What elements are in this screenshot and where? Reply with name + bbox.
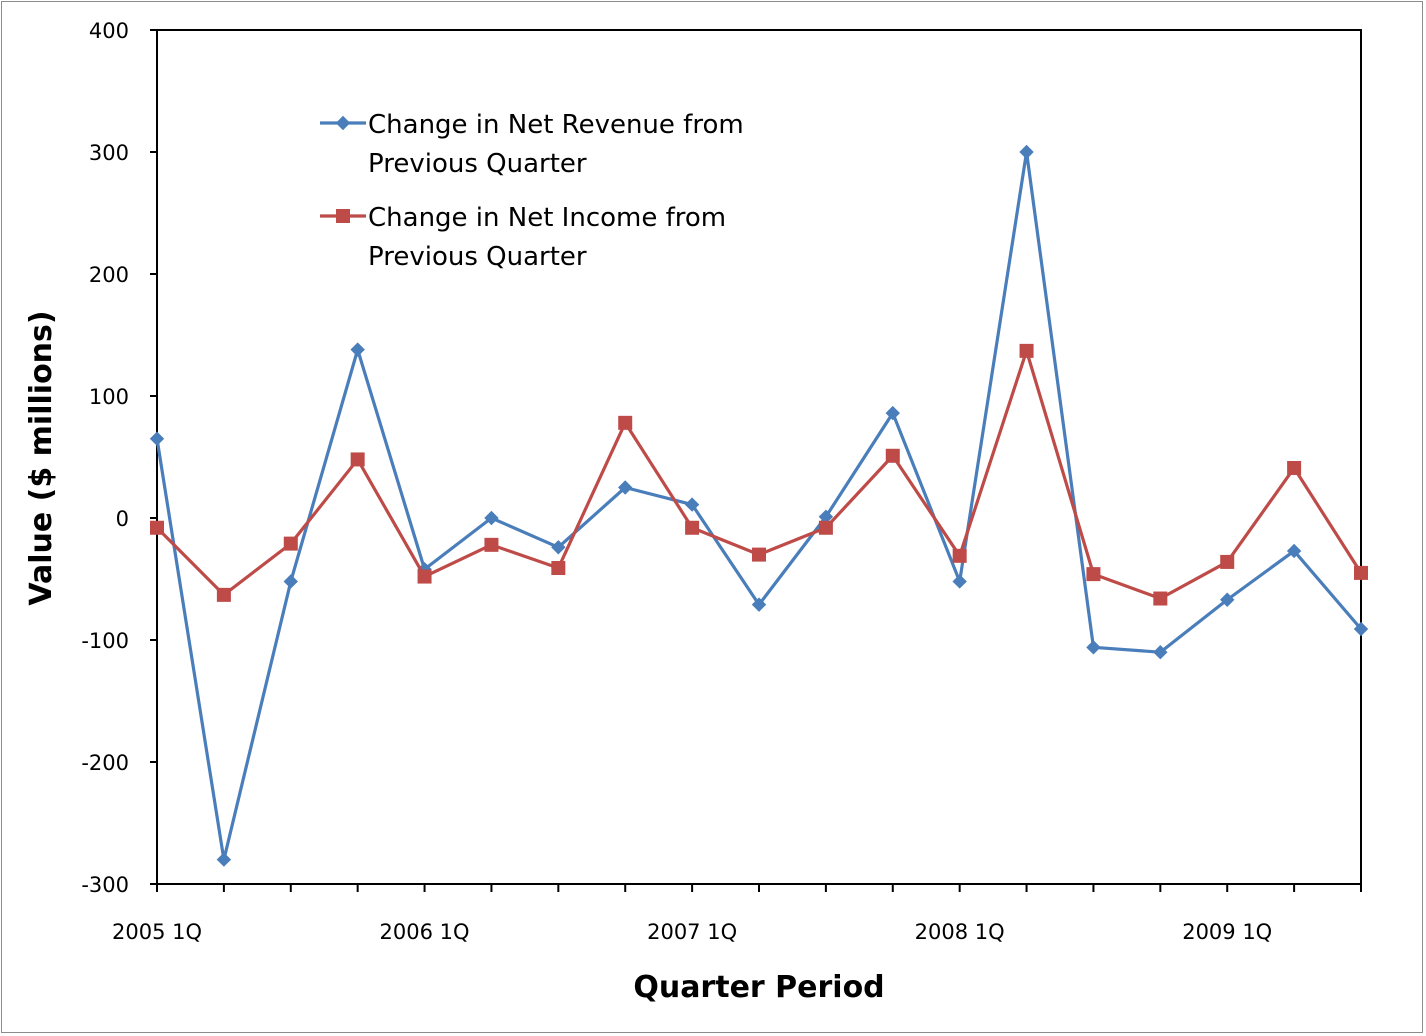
data-point [1287, 460, 1302, 475]
data-point [150, 520, 164, 535]
y-axis-title: Value ($ millions) [24, 310, 59, 605]
data-point [751, 597, 767, 612]
x-tick-label: 2006 1Q [380, 920, 470, 944]
y-tick-label: 200 [89, 263, 129, 287]
x-tick-label: 2009 1Q [1182, 920, 1272, 944]
series-line [155, 150, 1363, 862]
data-point [1354, 565, 1368, 580]
y-tick-label: 300 [89, 141, 129, 165]
series-2 [150, 343, 1368, 606]
y-axis-ticks: -300 -200 -100 0 100 200 300 400 [81, 19, 157, 897]
legend: Change in Net Revenue from Previous Quart… [320, 110, 744, 272]
data-point [1086, 640, 1101, 655]
data-point [149, 431, 165, 446]
data-point [685, 520, 700, 535]
data-point [618, 480, 633, 495]
data-point [1286, 543, 1302, 559]
y-tick-label: 400 [89, 19, 129, 43]
data-point [684, 497, 700, 512]
x-tick-label: 2007 1Q [647, 920, 737, 944]
y-tick-label: 100 [89, 385, 129, 409]
series-layer [149, 144, 1369, 867]
data-point [618, 415, 633, 430]
data-point [283, 536, 298, 551]
data-point [818, 520, 833, 535]
x-tick-label: 2008 1Q [915, 920, 1005, 944]
series-1 [149, 144, 1369, 867]
y-tick-label: -200 [81, 751, 129, 775]
data-point [1220, 592, 1235, 607]
legend-label: Change in Net Revenue from Previous Quart… [368, 110, 744, 179]
data-point [952, 574, 967, 589]
x-tick-label: 2005 1Q [112, 920, 202, 944]
data-point [484, 510, 499, 526]
data-point [216, 587, 231, 602]
data-point [350, 452, 365, 467]
y-tick-label: -100 [81, 629, 129, 653]
data-point [1220, 554, 1235, 569]
legend-label: Change in Net Income from Previous Quarte… [368, 203, 726, 272]
data-point [885, 448, 900, 463]
legend-marker [336, 209, 350, 223]
data-point [1353, 621, 1369, 637]
data-point [551, 561, 566, 576]
legend-marker [335, 115, 351, 131]
data-point [752, 547, 766, 562]
data-point [1153, 591, 1168, 606]
data-point [1019, 343, 1034, 358]
x-axis-title: Quarter Period [633, 970, 884, 1005]
data-point [417, 569, 432, 584]
y-tick-label: -300 [81, 873, 129, 897]
plot-area [156, 29, 1362, 885]
data-point [1153, 644, 1168, 660]
y-tick-label: 0 [116, 507, 129, 531]
data-point [484, 537, 499, 552]
data-point [350, 342, 365, 357]
data-point [885, 405, 900, 421]
data-point [283, 574, 298, 589]
data-point [952, 548, 967, 563]
x-axis-ticks: 2005 1Q 2006 1Q 2007 1Q 2008 1Q 2009 1Q [112, 884, 1362, 944]
data-point [1019, 144, 1034, 160]
data-point [1086, 567, 1101, 582]
data-point [216, 852, 232, 867]
data-point [551, 540, 566, 555]
